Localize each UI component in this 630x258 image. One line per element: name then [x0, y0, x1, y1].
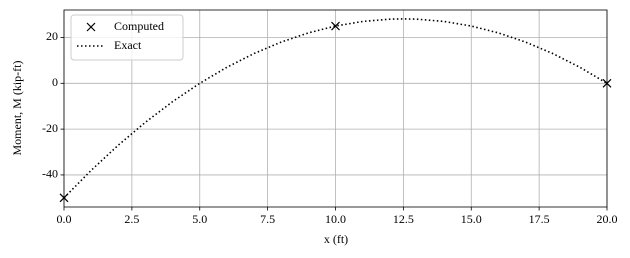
y-tick-label: 0 — [52, 75, 58, 89]
x-tick-label: 5.0 — [192, 212, 207, 226]
x-tick-label: 12.5 — [393, 212, 414, 226]
legend: Computed Exact — [70, 14, 184, 61]
marker — [86, 22, 96, 32]
x-tick-label: 7.5 — [260, 212, 275, 226]
x-axis-label: x (ft) — [324, 232, 348, 246]
marker — [331, 21, 340, 31]
x-tick-label: 17.5 — [529, 212, 550, 226]
x-tick-label: 15.0 — [461, 212, 482, 226]
y-tick-label: 20 — [46, 29, 58, 43]
x-tick-label: 2.5 — [124, 212, 139, 226]
legend-label: Exact — [114, 38, 142, 52]
legend-label: Computed — [114, 19, 164, 33]
plot-frame — [63, 9, 608, 208]
line — [63, 18, 608, 199]
legend-box — [70, 14, 184, 61]
x-tick-label: 20.0 — [597, 212, 618, 226]
x-tick-label: 0.0 — [57, 212, 72, 226]
x-tick-label: 10.0 — [325, 212, 346, 226]
y-tick-label: -20 — [42, 121, 58, 135]
y-axis-label: Moment, M (kip-ft) — [10, 61, 24, 156]
y-tick-label: -40 — [42, 167, 58, 181]
